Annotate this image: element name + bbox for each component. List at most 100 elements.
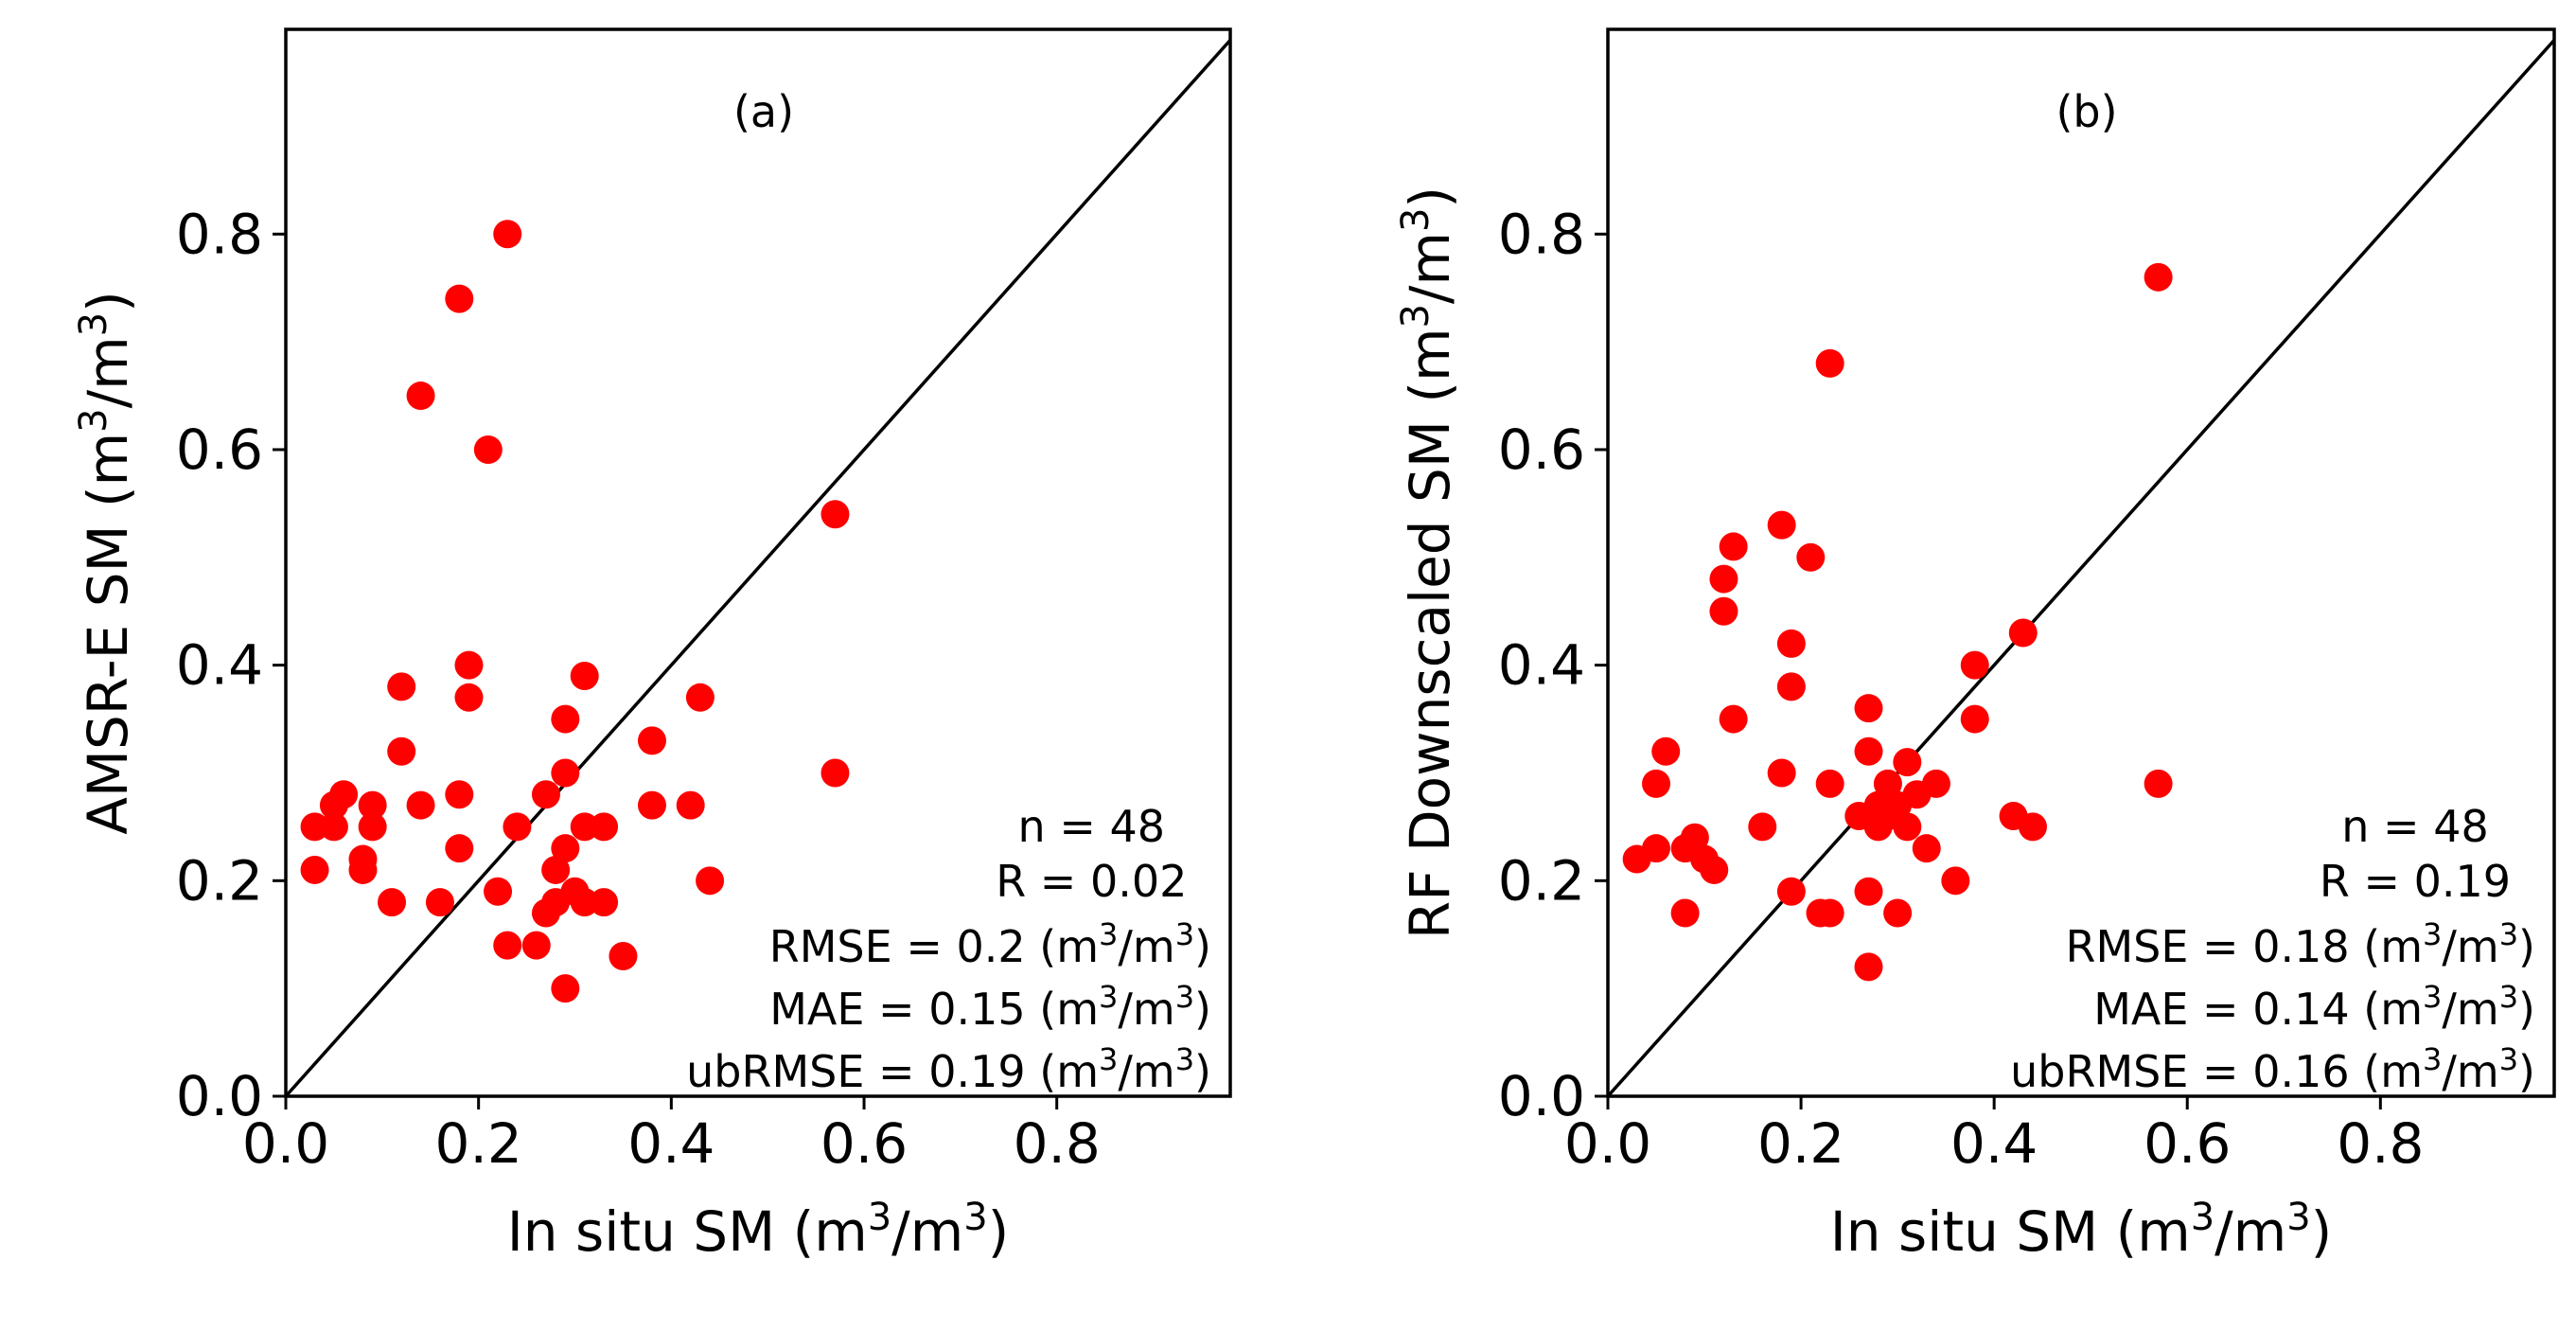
x-tick-label: 0.0 (1564, 1111, 1651, 1176)
scatter-point (2144, 262, 2173, 292)
scatter-point (493, 220, 522, 249)
scatter-point (696, 866, 725, 896)
scatter-point (319, 812, 348, 842)
scatter-point (445, 834, 474, 863)
y-axis-label: AMSR-E SM (m3/m3) (72, 291, 140, 835)
x-tick-label: 0.8 (2337, 1111, 2424, 1176)
stat-r: R = 0.19 (2320, 856, 2511, 907)
scatter-point (1719, 532, 1748, 561)
scatter-point (2018, 812, 2047, 842)
x-tick-label: 0.4 (627, 1111, 715, 1176)
scatter-point (1776, 877, 1806, 906)
scatter-point (358, 812, 387, 842)
scatter-point (609, 942, 638, 971)
scatter-point (454, 683, 484, 712)
scatter-point (1854, 694, 1883, 723)
y-tick-label: 0.6 (176, 417, 263, 482)
panel-label: (a) (733, 86, 794, 137)
x-tick-label: 0.6 (820, 1111, 908, 1176)
scatter-point (484, 877, 513, 906)
scatter-point (1941, 866, 1970, 896)
scatter-point (541, 855, 571, 884)
scatter-point (551, 758, 580, 788)
y-tick-label: 0.6 (1498, 417, 1585, 482)
scatter-point (358, 790, 387, 820)
scatter-point (820, 500, 850, 529)
scatter-point (425, 888, 454, 917)
scatter-point (1719, 704, 1748, 734)
scatter-point (387, 672, 416, 701)
scatter-point (1776, 672, 1806, 701)
scatter-point (454, 650, 484, 680)
scatter-point (1854, 952, 1883, 982)
x-tick-label: 0.0 (242, 1111, 329, 1176)
scatter-point (1748, 812, 1777, 842)
scatter-point (1960, 704, 1989, 734)
scatter-point (531, 898, 560, 928)
scatter-point (1960, 650, 1989, 680)
scatter-point (1815, 769, 1844, 798)
stat-n: n = 48 (1018, 801, 1165, 852)
x-tick-label: 0.4 (1950, 1111, 2038, 1176)
y-tick-label: 0.8 (176, 202, 263, 266)
scatter-point (300, 855, 329, 884)
scatter-point (348, 855, 378, 884)
identity-line (1606, 39, 2556, 1098)
plot-frame (284, 27, 1232, 1098)
x-tick-label: 0.2 (435, 1111, 522, 1176)
scatter-point (2008, 618, 2038, 648)
scatter-point (1642, 769, 1671, 798)
stat-mae: MAE = 0.15 (m3/m3) (769, 979, 1211, 1035)
scatter-point (1854, 877, 1883, 906)
y-tick-label: 0.8 (1498, 202, 1585, 266)
scatter-point (560, 877, 590, 906)
scatter-point (590, 812, 619, 842)
scatter-point (1893, 748, 1922, 777)
scatter-point (406, 790, 435, 820)
scatter-point (1873, 769, 1902, 798)
stat-r: R = 0.02 (996, 856, 1187, 907)
panel-b: 0.0 0.2 0.4 0.6 0.80.00.20.40.60.8In situ SM… (1394, 27, 2556, 1264)
y-tick-label: 0.0 (176, 1064, 263, 1128)
stat-ubrmse: ubRMSE = 0.19 (m3/m3) (686, 1041, 1211, 1097)
scatter-point (1854, 736, 1883, 766)
scatter-point (590, 888, 619, 917)
scatter-point (676, 790, 705, 820)
scatter-point (1883, 898, 1913, 928)
scatter-point (570, 662, 599, 691)
y-tick-label: 0.4 (1498, 633, 1585, 698)
scatter-point (445, 284, 474, 313)
scatter-point (1622, 844, 1651, 874)
y-tick-label: 0.2 (1498, 848, 1585, 913)
scatter-point (1709, 596, 1738, 626)
stat-ubrmse: ubRMSE = 0.16 (m3/m3) (2010, 1041, 2535, 1097)
scatter-point (378, 888, 407, 917)
scatter-point (473, 435, 503, 464)
stat-rmse: RMSE = 0.18 (m3/m3) (2066, 916, 2536, 972)
scatter-point (551, 704, 580, 734)
scatter-point (551, 834, 580, 863)
scatter-point (820, 758, 850, 788)
x-axis-label: In situ SM (m3/m3) (1830, 1196, 2333, 1264)
y-tick-label: 0.2 (176, 848, 263, 913)
scatter-point (637, 790, 666, 820)
y-tick-label: 0.0 (1498, 1064, 1585, 1128)
scatter-point (1796, 542, 1826, 572)
scatter-point (521, 931, 551, 960)
scatter-point (551, 974, 580, 1003)
scatter-point (1709, 564, 1738, 594)
scatter-point (1767, 510, 1796, 540)
x-tick-label: 0.8 (1014, 1111, 1101, 1176)
scatter-point (2144, 769, 2173, 798)
identity-line (284, 39, 1232, 1098)
plot-frame (1606, 27, 2556, 1098)
scatter-point (445, 780, 474, 809)
stat-n: n = 48 (2341, 801, 2488, 852)
scatter-point (1844, 802, 1874, 831)
x-tick-label: 0.2 (1757, 1111, 1844, 1176)
scatter-point (1670, 898, 1700, 928)
stat-mae: MAE = 0.14 (m3/m3) (2093, 979, 2535, 1035)
scatter-point (1815, 348, 1844, 378)
scatter-point (1776, 629, 1806, 658)
